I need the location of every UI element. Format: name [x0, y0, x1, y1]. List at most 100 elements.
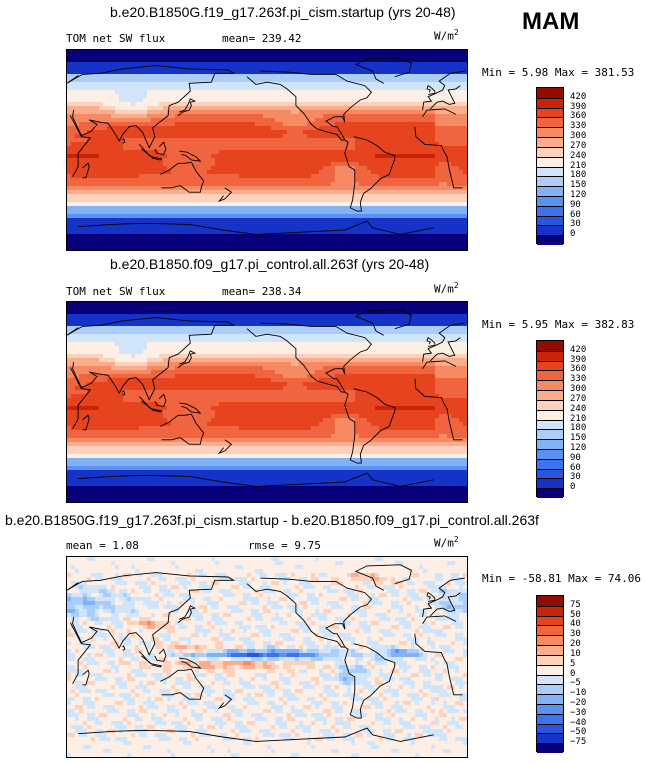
coastline [78, 472, 434, 487]
colorbar-tick-label: 75 [570, 599, 581, 610]
colorbar-tick-label: 30 [570, 629, 581, 640]
panel2-colorbar [536, 340, 564, 498]
panel1-minmax: Min = 5.98 Max = 381.53 [482, 66, 635, 79]
colorbar-swatch [537, 703, 563, 714]
colorbar-swatch [537, 723, 563, 734]
coastline [246, 322, 373, 393]
coastline [67, 572, 236, 656]
colorbar-tick-label: 390 [570, 101, 587, 112]
colorbar-tick-label: 300 [570, 384, 587, 395]
coastline [122, 390, 126, 396]
colorbar-tick-label: 0 [570, 482, 576, 493]
coastline [246, 577, 373, 648]
coastline [177, 350, 197, 368]
coastline [217, 439, 233, 455]
panel1-units: W/m2 [434, 28, 459, 43]
coastline [138, 396, 152, 410]
colorbar-swatch [537, 458, 563, 469]
colorbar-swatch [537, 176, 563, 187]
coastline [426, 591, 436, 602]
coastline [426, 336, 436, 347]
coastline [160, 413, 205, 445]
colorbar-tick-label: 420 [570, 344, 587, 355]
season-label: MAM [522, 8, 580, 35]
colorbar-tick-label: 0 [570, 668, 576, 679]
panel2-units: W/m2 [434, 281, 459, 296]
coastline [69, 622, 92, 684]
coastline [422, 70, 465, 111]
colorbar-tick-label: 30 [570, 472, 581, 483]
coastline [78, 220, 434, 235]
colorbar-tick-label: 10 [570, 648, 581, 659]
colorbar-tick-label: 270 [570, 140, 587, 151]
coastline [160, 668, 205, 700]
coastline [138, 144, 152, 158]
coastline [122, 645, 126, 651]
coastline [179, 150, 202, 162]
colorbar-swatch [537, 390, 563, 400]
colorbar-swatch [537, 713, 563, 724]
coastline [154, 141, 167, 155]
colorbar-swatch [537, 448, 563, 459]
colorbar-swatch [537, 235, 563, 245]
colorbar-swatch [537, 654, 563, 665]
colorbar-swatch [537, 399, 563, 410]
colorbar-swatch [537, 743, 563, 753]
coastline [354, 564, 412, 591]
colorbar-tick-label: 5 [570, 658, 576, 669]
coastline [82, 414, 90, 431]
panel1-map [66, 49, 468, 251]
colorbar-tick-label: 270 [570, 393, 587, 404]
colorbar-swatch [537, 468, 563, 479]
colorbar-tick-label: 180 [570, 170, 587, 181]
coastline [151, 156, 163, 161]
coastline [177, 605, 197, 623]
colorbar-swatch [537, 88, 563, 98]
coastline [179, 657, 202, 669]
colorbar-tick-label: 120 [570, 189, 587, 200]
colorbar-swatch [537, 380, 563, 391]
field-cells [67, 302, 467, 502]
colorbar-tick-label: 240 [570, 150, 587, 161]
panel2-map [66, 301, 468, 503]
colorbar-tick-label: 20 [570, 639, 581, 650]
colorbar-swatch [537, 596, 563, 606]
coastline [67, 65, 236, 149]
colorbar-swatch [537, 225, 563, 236]
coastline [67, 317, 236, 401]
map-field [67, 302, 467, 502]
coastline [82, 162, 90, 179]
colorbar-tick-label: 420 [570, 91, 587, 102]
coastline [429, 592, 461, 617]
map-field [67, 557, 467, 757]
colorbar-tick-label: 50 [570, 609, 581, 620]
colorbar-tick-label: 150 [570, 180, 587, 191]
coastline [151, 663, 163, 668]
colorbar-swatch [537, 694, 563, 704]
colorbar-swatch [537, 166, 563, 177]
panel1-colorbar [536, 87, 564, 245]
coastline [414, 126, 463, 189]
colorbar-swatch [537, 645, 563, 655]
coastline [344, 388, 396, 464]
colorbar-swatch [537, 664, 563, 675]
coastline [422, 615, 457, 624]
colorbar-swatch [537, 370, 563, 381]
colorbar-swatch [537, 674, 563, 685]
colorbar-tick-label: 90 [570, 452, 581, 463]
coastline [177, 98, 197, 116]
panel1-mean: mean= 239.42 [222, 32, 302, 45]
panel3-units: W/m2 [434, 535, 459, 550]
coastline [69, 367, 92, 429]
panel2-title: b.e20.B1850.f09_g17.pi_control.all.263f … [110, 256, 430, 272]
colorbar-tick-label: 120 [570, 442, 587, 453]
coastline [344, 643, 396, 719]
colorbar-swatch [537, 127, 563, 138]
colorbar-swatch [537, 419, 563, 430]
map-field [67, 50, 467, 250]
colorbar-tick-label: 240 [570, 403, 587, 414]
colorbar-tick-label: 210 [570, 160, 587, 171]
colorbar-tick-label: 390 [570, 354, 587, 365]
colorbar-swatch [537, 429, 563, 440]
coastline [354, 57, 412, 84]
